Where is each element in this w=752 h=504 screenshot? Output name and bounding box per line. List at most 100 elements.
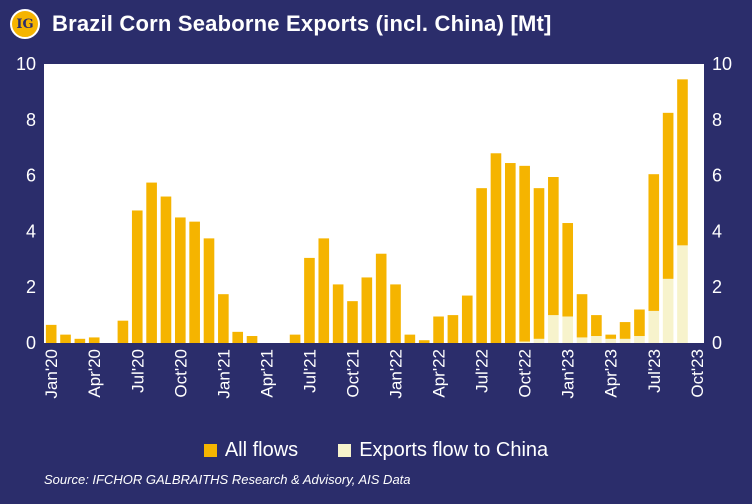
bar-china-38	[591, 336, 602, 343]
bar-china-41	[634, 336, 645, 343]
y-axis-left: 0 2 4 6 8 10	[16, 54, 36, 353]
x-tick-label: Jul'22	[473, 349, 492, 393]
bar-all-flows-36	[562, 223, 574, 317]
bar-all-flows-13	[232, 331, 244, 343]
bar-all-flows-40	[619, 322, 631, 339]
bar-all-flows-37	[576, 294, 588, 338]
bar-all-flows-30	[476, 188, 487, 343]
bar-all-flows-27	[433, 316, 444, 343]
x-tick-label: Jan'22	[387, 349, 406, 399]
bar-all-flows-14	[246, 336, 258, 343]
bar-all-flows-18	[304, 257, 315, 343]
bar-all-flows-41	[634, 309, 645, 337]
bar-all-flows-7	[146, 182, 157, 343]
bar-all-flows-8	[160, 196, 172, 343]
bar-all-flows-25	[404, 334, 416, 343]
bar-all-flows-22	[361, 277, 373, 343]
bar-all-flows-31	[490, 153, 502, 343]
bar-all-flows-43	[662, 112, 674, 279]
y-tick-right-4: 4	[712, 221, 722, 241]
plot-area	[44, 64, 704, 343]
legend-swatch-china	[338, 443, 352, 457]
bar-all-flows-24	[390, 284, 401, 343]
bar-all-flows-33	[519, 165, 530, 342]
bar-all-flows-1	[60, 334, 71, 343]
x-tick-label: Oct'22	[516, 349, 535, 398]
bars-group	[45, 79, 688, 344]
legend-label-all-flows: All flows	[224, 438, 299, 461]
bar-all-flows-20	[332, 284, 344, 343]
bar-china-35	[548, 315, 559, 343]
y-tick-right-8: 8	[712, 110, 722, 130]
bar-all-flows-21	[347, 301, 358, 343]
y-tick-right-0: 0	[712, 333, 722, 353]
bar-china-33	[519, 341, 530, 343]
bar-all-flows-38	[591, 315, 602, 337]
x-tick-label: Jul'20	[128, 349, 147, 393]
bar-all-flows-42	[648, 174, 660, 311]
x-tick-label: Apr'22	[430, 349, 449, 398]
chart-header: IG Brazil Corn Seaborne Exports (incl. C…	[0, 0, 752, 48]
bar-all-flows-11	[203, 238, 215, 344]
y-tick-left-6: 6	[26, 166, 36, 186]
bar-all-flows-3	[88, 337, 100, 343]
y-tick-right-6: 6	[712, 166, 722, 186]
bar-all-flows-34	[533, 188, 545, 339]
ig-logo: IG	[10, 9, 40, 39]
bar-china-37	[576, 337, 588, 343]
bar-all-flows-9	[175, 217, 186, 343]
y-tick-left-4: 4	[26, 221, 36, 241]
bar-all-flows-6	[131, 210, 143, 343]
bar-china-39	[605, 338, 617, 343]
bar-all-flows-10	[189, 221, 200, 343]
x-tick-label: Apr'20	[85, 349, 104, 398]
y-tick-left-10: 10	[16, 54, 36, 74]
y-tick-right-10: 10	[712, 54, 732, 74]
bar-all-flows-44	[677, 79, 688, 246]
bar-all-flows-32	[505, 163, 516, 343]
source-note: Source: IFCHOR GALBRAITHS Research & Adv…	[44, 472, 411, 487]
y-tick-right-2: 2	[712, 277, 722, 297]
x-axis: Jan'20 Apr'20 Jul'20 Oct'20 Jan'21 Apr'21 Jul'…	[42, 349, 707, 399]
x-tick-label: Jan'23	[559, 349, 578, 399]
bar-china-43	[662, 278, 674, 343]
bar-all-flows-28	[447, 315, 459, 343]
y-tick-left-2: 2	[26, 277, 36, 297]
legend-item-china[interactable]: Exports flow to China	[338, 439, 548, 462]
bar-all-flows-29	[461, 295, 473, 343]
bar-china-44	[677, 245, 688, 343]
bar-china-40	[619, 338, 631, 343]
y-axis-right: 0 2 4 6 8 10	[712, 54, 732, 353]
x-tick-label: Oct'20	[171, 349, 190, 398]
bar-all-flows-35	[548, 177, 559, 316]
bar-all-flows-19	[318, 238, 330, 344]
bar-all-flows-39	[605, 334, 617, 339]
y-tick-left-0: 0	[26, 333, 36, 353]
bar-all-flows-17	[289, 334, 301, 343]
legend-label-china: Exports flow to China	[359, 438, 549, 461]
x-tick-label: Jan'21	[214, 349, 233, 399]
bar-china-34	[533, 338, 545, 343]
x-tick-label: Apr'21	[257, 349, 276, 398]
x-tick-label: Oct'23	[688, 349, 707, 398]
bar-all-flows-12	[218, 294, 229, 343]
legend-swatch-all-flows	[203, 443, 217, 457]
x-tick-label: Apr'23	[602, 349, 621, 398]
x-tick-label: Jul'21	[300, 349, 319, 393]
x-tick-label: Oct'21	[343, 349, 362, 398]
bar-all-flows-23	[375, 253, 387, 343]
bar-all-flows-26	[418, 340, 430, 343]
bar-all-flows-2	[74, 338, 86, 343]
bar-china-42	[648, 310, 660, 343]
bar-china-36	[562, 316, 574, 343]
chart-legend: All flows Exports flow to China	[0, 436, 752, 464]
bar-all-flows-5	[117, 320, 129, 343]
bar-all-flows-0	[45, 324, 57, 343]
chart-title: Brazil Corn Seaborne Exports (incl. Chin…	[52, 11, 552, 36]
x-tick-label: Jan'20	[42, 349, 61, 399]
legend-item-all-flows[interactable]: All flows	[203, 438, 299, 462]
x-tick-label: Jul'23	[645, 349, 664, 393]
y-tick-left-8: 8	[26, 110, 36, 130]
